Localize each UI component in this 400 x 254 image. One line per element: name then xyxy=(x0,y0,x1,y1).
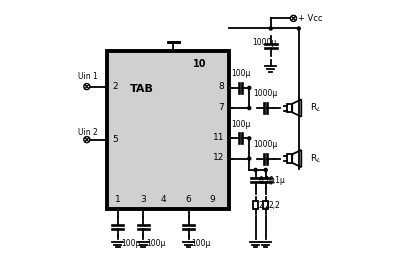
Text: 100µ: 100µ xyxy=(231,120,250,129)
Circle shape xyxy=(264,168,267,171)
Circle shape xyxy=(297,27,300,30)
Text: Uin 2: Uin 2 xyxy=(78,128,98,137)
Text: 1000µ: 1000µ xyxy=(254,140,278,149)
Text: 11: 11 xyxy=(212,133,224,141)
Text: Uin 1: Uin 1 xyxy=(78,72,98,81)
Text: 1: 1 xyxy=(115,195,121,204)
Text: + Vcc: + Vcc xyxy=(298,14,322,23)
Text: 3: 3 xyxy=(140,195,146,204)
Bar xyxy=(106,51,229,209)
Text: 4: 4 xyxy=(160,195,166,204)
Bar xyxy=(253,201,258,209)
Bar xyxy=(287,104,292,112)
Polygon shape xyxy=(292,150,301,167)
Text: 8: 8 xyxy=(218,82,224,91)
Text: 7: 7 xyxy=(218,103,224,112)
Text: 1000µ: 1000µ xyxy=(252,38,276,47)
Text: 5: 5 xyxy=(112,135,118,144)
Text: 2: 2 xyxy=(112,82,118,91)
Text: 10: 10 xyxy=(193,59,207,69)
Polygon shape xyxy=(292,100,301,117)
Text: 100µ: 100µ xyxy=(231,69,250,78)
Text: 2,2: 2,2 xyxy=(259,201,270,210)
Text: 2,2: 2,2 xyxy=(269,201,280,210)
Circle shape xyxy=(248,137,251,140)
Circle shape xyxy=(248,157,251,160)
Text: R$_L$: R$_L$ xyxy=(310,152,321,165)
Text: 100µ: 100µ xyxy=(192,239,211,248)
Circle shape xyxy=(248,106,251,109)
Text: 100µ: 100µ xyxy=(146,239,166,248)
Text: 12: 12 xyxy=(213,153,224,162)
Text: 100µ: 100µ xyxy=(122,239,141,248)
Circle shape xyxy=(248,86,251,89)
Circle shape xyxy=(269,27,272,30)
Text: 6: 6 xyxy=(186,195,192,204)
Text: TAB: TAB xyxy=(130,84,154,94)
Text: 1000µ: 1000µ xyxy=(254,89,278,99)
Bar xyxy=(287,154,292,163)
Text: 0,1µ: 0,1µ xyxy=(259,176,276,185)
Text: R$_L$: R$_L$ xyxy=(310,102,321,114)
Text: 9: 9 xyxy=(209,195,215,204)
Bar xyxy=(263,201,268,209)
Circle shape xyxy=(254,168,257,171)
Text: 0,1µ: 0,1µ xyxy=(269,176,286,185)
